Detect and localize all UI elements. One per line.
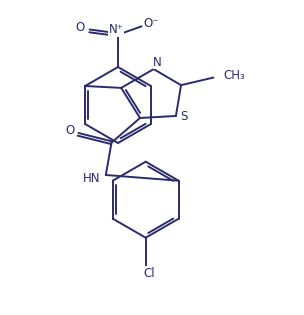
Text: O: O [65, 124, 75, 137]
Text: N: N [153, 55, 162, 69]
Text: Cl: Cl [143, 267, 154, 280]
Text: N⁺: N⁺ [109, 23, 123, 36]
Text: O⁻: O⁻ [144, 17, 159, 30]
Text: HN: HN [83, 173, 101, 186]
Text: CH₃: CH₃ [223, 69, 245, 82]
Text: S: S [180, 111, 188, 123]
Text: O: O [75, 21, 84, 34]
